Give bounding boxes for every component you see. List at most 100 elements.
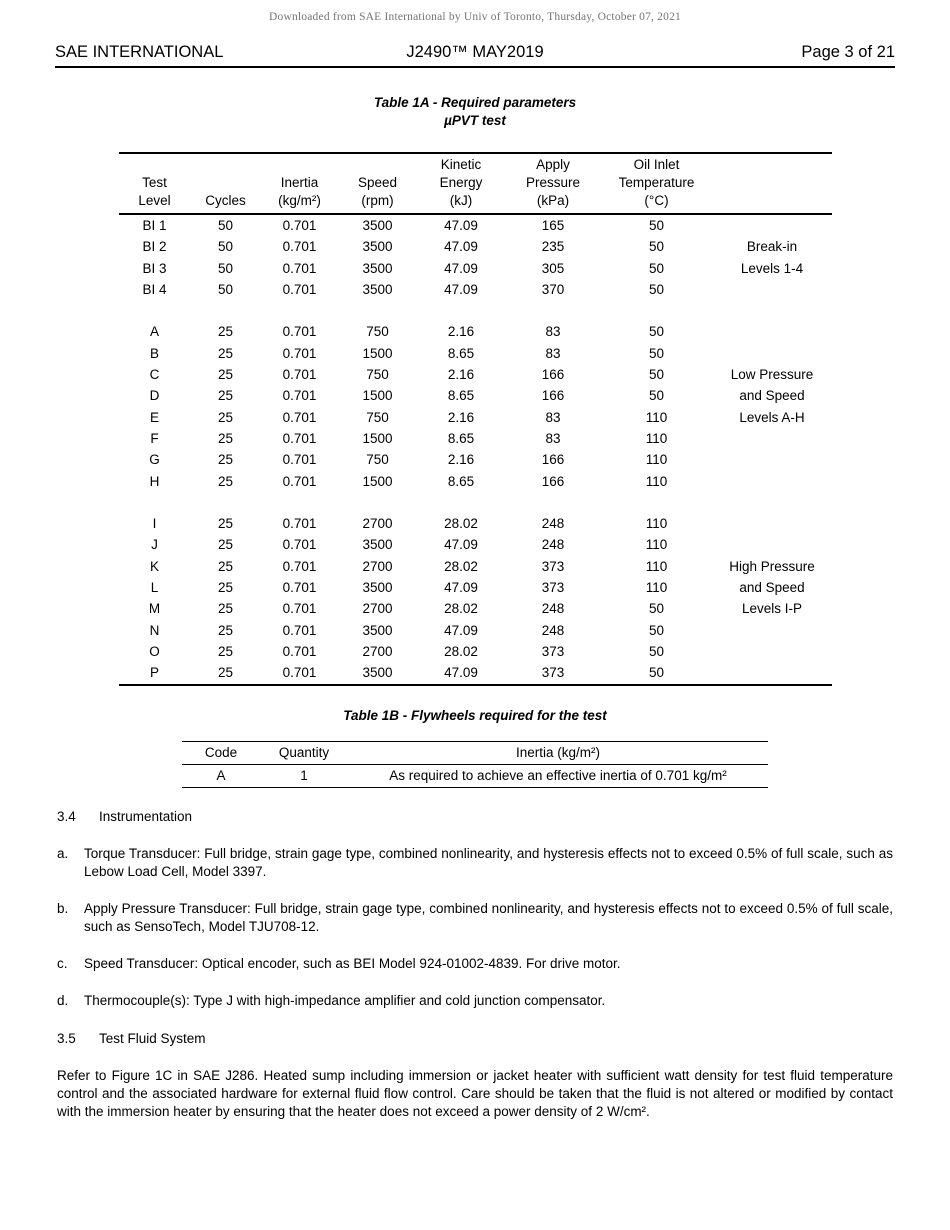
table-cell: 50 (217, 260, 234, 276)
table-row: BI 3 50 0.701 3500 47.09 305 50 Levels 1-4 (119, 258, 832, 279)
table-cell: 25 (217, 580, 234, 596)
table-cell: 25 (217, 665, 234, 681)
table-cell: 25 (217, 473, 234, 489)
col-header-kinetic-energy: Kinetic Energy (kJ) (439, 157, 483, 208)
table-cell: 47.09 (444, 622, 478, 638)
table-row: G 25 0.701 750 2.16 166 110 (119, 449, 832, 470)
table-cell: 3500 (362, 218, 393, 233)
table-cell: 0.701 (282, 367, 317, 383)
table-cell: D (149, 388, 160, 404)
table-cell: 110 (645, 580, 668, 596)
table-row: P 25 0.701 3500 47.09 373 50 (119, 662, 832, 684)
table-cell: O (149, 643, 160, 659)
table-cell: 50 (217, 218, 234, 233)
table-cell: BI 4 (142, 281, 167, 297)
row-note-cell (713, 471, 832, 492)
table-cell: E (149, 409, 159, 425)
row-note-cell: High Pressure (729, 558, 815, 574)
table-cell: 50 (648, 388, 665, 404)
table-cell: 110 (645, 430, 668, 446)
table-row: M 25 0.701 2700 28.02 248 50 Levels I-P (119, 598, 832, 619)
table-cell: M (148, 601, 161, 617)
table-cell: 0.701 (282, 324, 317, 340)
table-1b-title: Table 1B - Flywheels required for the te… (343, 707, 607, 723)
table-cell: 47.09 (444, 580, 478, 596)
table-cell: 25 (217, 388, 234, 404)
table-cell: 0.701 (282, 260, 317, 276)
row-note-cell: Break-in (746, 239, 798, 255)
section-number: 3.4 (57, 808, 76, 824)
table-cell: 47.09 (444, 537, 478, 553)
row-note-cell (713, 279, 832, 300)
table-cell: 83 (545, 409, 561, 425)
table-1a-header-row: Test Level Cycles Inertia (kg/m²) Speed … (118, 153, 832, 214)
list-item-b: b. Apply Pressure Transducer: Full bridg… (57, 900, 893, 936)
table-1a-title: Table 1A - Required parameters µPVT test (0, 94, 950, 130)
table-cell: 50 (648, 643, 665, 659)
table-cell: 3500 (362, 665, 393, 681)
table-cell: 2700 (362, 558, 393, 574)
table-row: E 25 0.701 750 2.16 83 110 Levels A-H (119, 407, 832, 428)
table-cell: 25 (217, 452, 234, 468)
table-cell: 25 (217, 516, 234, 532)
table-cell: 373 (541, 643, 565, 659)
table-cell: 0.701 (282, 452, 317, 468)
page-header: SAE INTERNATIONAL J2490™ MAY2019 Page 3 … (55, 43, 895, 68)
table-cell: 50 (648, 665, 665, 681)
table-cell: 25 (217, 430, 234, 446)
list-item-label: c. (57, 955, 68, 971)
table-row: F 25 0.701 1500 8.65 83 110 (119, 428, 832, 449)
table-cell: BI 3 (142, 260, 167, 276)
table-cell: 8.65 (447, 388, 475, 404)
table-cell: 166 (541, 367, 565, 383)
table-cell: 373 (541, 558, 565, 574)
list-item-label: b. (57, 900, 69, 916)
list-item-label: a. (57, 845, 69, 861)
row-note-cell (713, 343, 832, 364)
col-header-test-level: Test Level (138, 175, 171, 208)
table-cell: J (151, 537, 158, 553)
table-row: O 25 0.701 2700 28.02 373 50 (119, 641, 832, 662)
col-header-notes (713, 153, 832, 214)
table-cell: B (149, 345, 159, 361)
table-1a-body: BI 1 50 0.701 3500 47.09 165 50 BI 2 50 0.701 3500… (119, 214, 832, 685)
table-cell: 248 (541, 622, 565, 638)
table-cell: 3500 (362, 281, 393, 297)
list-item-text: Thermocouple(s): Type J with high-impeda… (84, 992, 606, 1008)
table-row: N 25 0.701 3500 47.09 248 50 (119, 620, 832, 641)
table-cell: 248 (541, 537, 565, 553)
table-cell: 0.701 (282, 430, 317, 446)
table-cell: 83 (545, 345, 561, 361)
table-cell: 0.701 (282, 665, 317, 681)
table-cell: 50 (648, 281, 665, 297)
table-cell: 3500 (362, 622, 393, 638)
table-cell: 1500 (362, 388, 393, 404)
table-row: BI 2 50 0.701 3500 47.09 235 50 Break-in (119, 236, 832, 257)
table-cell: 0.701 (282, 537, 317, 553)
table-cell: 50 (217, 281, 234, 297)
table-cell: 370 (541, 281, 565, 297)
table-cell: 25 (217, 345, 234, 361)
col-header-quantity: Quantity (278, 744, 330, 760)
table-cell: 0.701 (282, 580, 317, 596)
col-header-inertia-1b: Inertia (kg/m²) (515, 744, 600, 760)
table-1a-header: Test Level Cycles Inertia (kg/m²) Speed … (118, 153, 832, 214)
table-cell: 50 (648, 367, 665, 383)
table-cell: 0.701 (282, 473, 317, 489)
table-row: BI 4 50 0.701 3500 47.09 370 50 (119, 279, 832, 300)
table-cell: 0.701 (282, 239, 317, 255)
table-cell: 248 (541, 516, 565, 532)
list-item-text: Speed Transducer: Optical encoder, such … (84, 955, 621, 971)
table-cell: G (149, 452, 160, 468)
table-cell: 110 (645, 516, 668, 532)
col-header-apply-pressure: Apply Pressure (kPa) (525, 157, 581, 208)
list-item-text: Torque Transducer: Full bridge, strain g… (84, 845, 893, 879)
table-spacer-row (119, 492, 832, 513)
list-item-a: a. Torque Transducer: Full bridge, strai… (57, 845, 893, 881)
row-note-cell: Low Pressure (730, 367, 814, 383)
table-cell: 2.16 (447, 367, 475, 383)
table-cell: A (149, 324, 159, 340)
table-row: H 25 0.701 1500 8.65 166 110 (119, 471, 832, 492)
table-cell: C (149, 367, 160, 383)
